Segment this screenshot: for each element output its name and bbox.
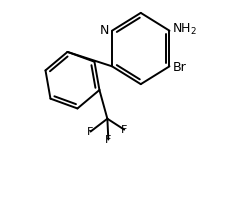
Text: Br: Br [173,61,186,74]
Text: N: N [100,24,109,37]
Text: F: F [105,134,112,145]
Text: F: F [87,127,94,137]
Text: NH$_2$: NH$_2$ [173,22,198,37]
Text: F: F [121,125,127,135]
